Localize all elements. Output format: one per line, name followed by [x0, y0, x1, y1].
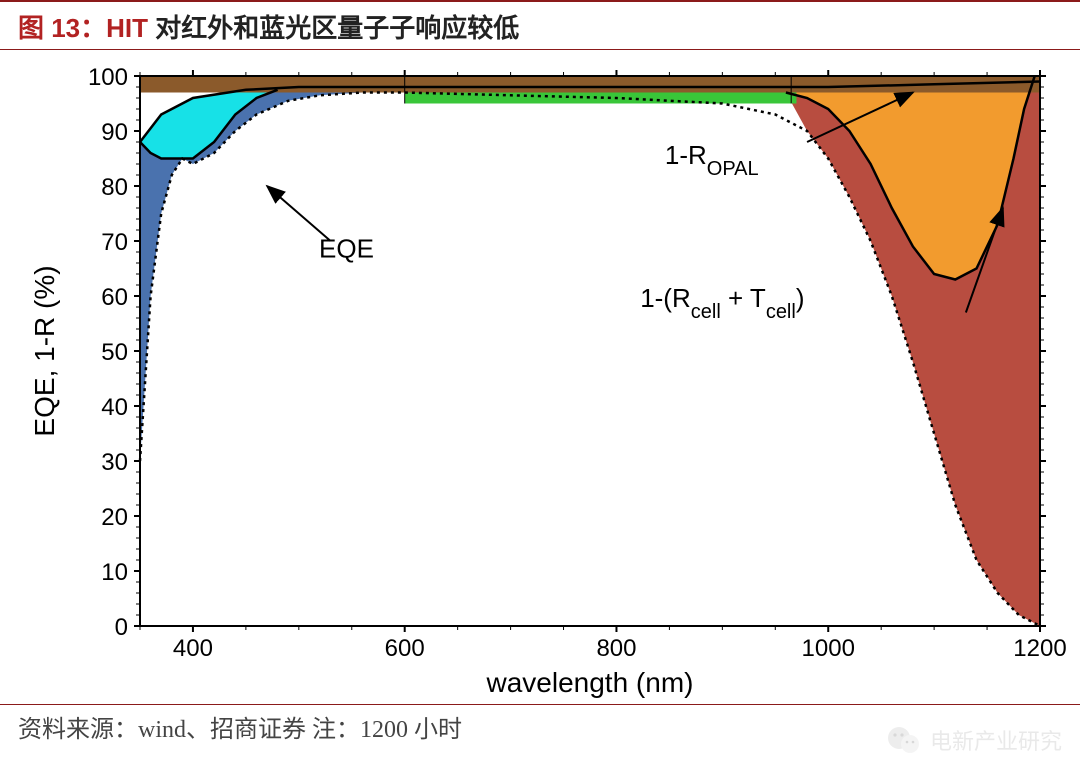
svg-text:0: 0: [115, 614, 128, 641]
chart-container: 0 10 20 30 40 50 60 70 80 90 100 400 600 800 1000 1200 E…: [0, 50, 1080, 704]
svg-text:1000: 1000: [802, 635, 855, 662]
figure-title: 图 13：HIT 对红外和蓝光区量子子响应较低: [0, 0, 1080, 50]
svg-text:600: 600: [385, 635, 425, 662]
watermark-text: 电新产业研究: [930, 724, 1062, 756]
svg-text:20: 20: [101, 504, 128, 531]
figure-number: 图 13：HIT: [18, 13, 148, 43]
eqe-chart: 0 10 20 30 40 50 60 70 80 90 100 400 600 800 1000 1200 E…: [0, 50, 1080, 704]
svg-text:100: 100: [88, 64, 128, 91]
wechat-icon: [886, 722, 922, 758]
svg-text:60: 60: [101, 284, 128, 311]
svg-text:1200: 1200: [1013, 635, 1066, 662]
svg-text:400: 400: [173, 635, 213, 662]
watermark: 电新产业研究: [886, 722, 1062, 758]
svg-text:10: 10: [101, 559, 128, 586]
source-text: 资料来源：wind、招商证券 注：1200 小时: [18, 717, 462, 743]
svg-text:wavelength (nm): wavelength (nm): [486, 667, 694, 698]
figure-subtitle: 对红外和蓝光区量子子响应较低: [155, 13, 519, 43]
svg-text:70: 70: [101, 229, 128, 256]
svg-text:30: 30: [101, 449, 128, 476]
svg-text:80: 80: [101, 174, 128, 201]
svg-text:800: 800: [596, 635, 636, 662]
source-note: 资料来源：wind、招商证券 注：1200 小时 电新产业研究: [0, 704, 1080, 744]
svg-text:50: 50: [101, 339, 128, 366]
svg-text:90: 90: [101, 119, 128, 146]
svg-text:EQE: EQE: [319, 234, 374, 264]
svg-text:EQE, 1-R (%): EQE, 1-R (%): [29, 265, 60, 436]
svg-text:40: 40: [101, 394, 128, 421]
